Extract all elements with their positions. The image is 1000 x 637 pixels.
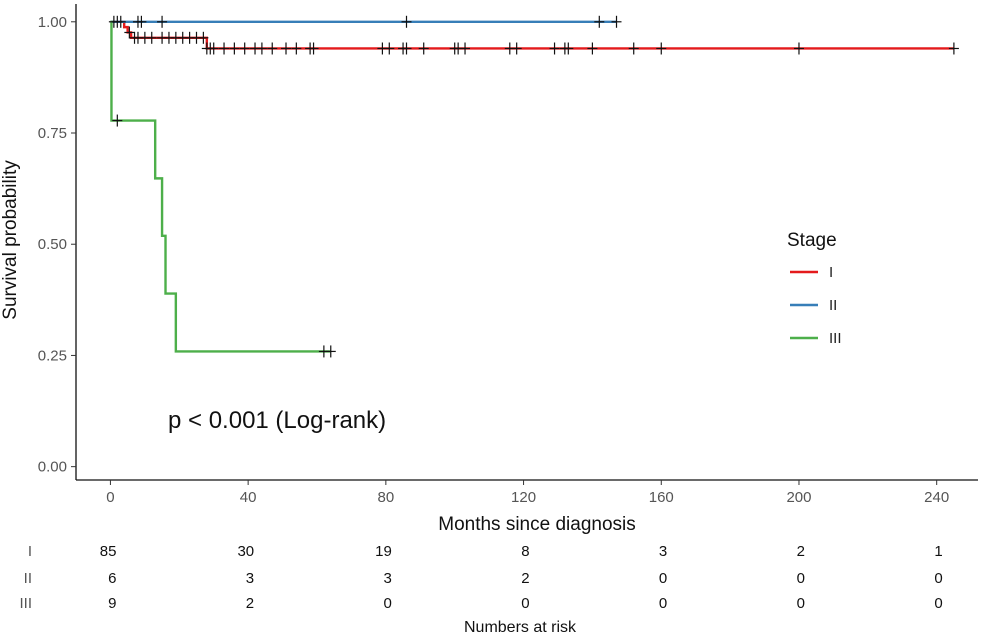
legend-title: Stage — [787, 230, 837, 251]
y-axis-title: Survival probability — [0, 160, 21, 320]
risk-count: 0 — [934, 595, 942, 612]
x-tick-label: 0 — [106, 489, 114, 506]
censor-mark — [291, 42, 302, 55]
risk-count: 0 — [384, 595, 392, 612]
censor-mark — [115, 15, 126, 28]
censor-mark — [267, 42, 278, 55]
censor-mark — [124, 26, 135, 39]
censor-mark — [793, 42, 804, 55]
risk-count: 8 — [521, 543, 529, 560]
curve-stage-iii — [110, 20, 331, 353]
censor-mark — [418, 42, 429, 55]
risk-row-label: III — [19, 595, 32, 612]
risk-count: 0 — [934, 570, 942, 587]
risk-row-label: II — [24, 570, 32, 587]
x-ticks: 0 40 80 120 160 200 240 — [106, 480, 949, 506]
risk-count: 2 — [246, 595, 254, 612]
censor-mark — [656, 42, 667, 55]
legend-label-iii: III — [829, 330, 842, 347]
risk-count: 0 — [659, 570, 667, 587]
censor-mark — [401, 15, 412, 28]
risk-count: 2 — [521, 570, 529, 587]
survival-curves — [110, 20, 954, 353]
x-tick-label: 120 — [511, 489, 536, 506]
risk-count: 0 — [659, 595, 667, 612]
risk-count: 2 — [797, 543, 805, 560]
censor-mark — [157, 15, 168, 28]
censor-mark — [511, 42, 522, 55]
x-tick-label: 80 — [378, 489, 395, 506]
censor-mark — [219, 42, 230, 55]
censor-mark — [563, 42, 574, 55]
y-ticks: 0.00 0.25 0.50 0.75 1.00 — [38, 14, 76, 476]
p-value-annotation: p < 0.001 (Log-rank) — [168, 407, 386, 434]
risk-count: 0 — [797, 595, 805, 612]
censor-mark — [628, 42, 639, 55]
risk-count: 3 — [246, 570, 254, 587]
risk-count: 0 — [521, 595, 529, 612]
risk-count: 0 — [797, 570, 805, 587]
censor-mark — [281, 42, 292, 55]
x-tick-label: 200 — [786, 489, 811, 506]
risk-count: 6 — [108, 570, 116, 587]
censor-mark — [308, 42, 319, 55]
y-tick-label: 0.00 — [38, 459, 67, 476]
censor-mark — [594, 15, 605, 28]
x-tick-label: 40 — [240, 489, 257, 506]
risk-table-title: Numbers at risk — [464, 619, 577, 636]
censor-mark — [460, 42, 471, 55]
censor-mark — [611, 15, 622, 28]
censor-mark — [384, 42, 395, 55]
x-tick-label: 240 — [924, 489, 949, 506]
y-tick-label: 0.75 — [38, 125, 67, 142]
y-tick-label: 0.25 — [38, 347, 67, 364]
censor-mark — [208, 42, 219, 55]
censor-mark — [198, 31, 209, 44]
x-axis-title: Months since diagnosis — [438, 514, 636, 535]
y-tick-label: 0.50 — [38, 236, 67, 253]
censor-mark — [229, 42, 240, 55]
censor-marks — [108, 15, 959, 358]
risk-table: Numbers at risk I 85 30 19 8 3 2 1 II 6 3 3 2 0 0 0 III 9… — [19, 543, 942, 636]
censor-mark — [325, 345, 336, 358]
censor-mark — [136, 15, 147, 28]
censor-mark — [401, 42, 412, 55]
curve-stage-i — [110, 20, 954, 50]
censor-mark — [239, 42, 250, 55]
risk-count: 3 — [659, 543, 667, 560]
risk-count: 19 — [375, 543, 392, 560]
risk-count: 85 — [100, 543, 117, 560]
censor-mark — [256, 42, 267, 55]
legend-label-ii: II — [829, 297, 837, 314]
axes — [75, 4, 978, 481]
risk-count: 3 — [384, 570, 392, 587]
censor-mark — [146, 31, 157, 44]
risk-count: 9 — [108, 595, 116, 612]
censor-mark — [112, 114, 123, 127]
risk-count: 1 — [934, 543, 942, 560]
censor-mark — [549, 42, 560, 55]
censor-mark — [587, 42, 598, 55]
legend-label-i: I — [829, 264, 833, 281]
risk-count: 30 — [237, 543, 254, 560]
censor-mark — [948, 42, 959, 55]
x-tick-label: 160 — [649, 489, 674, 506]
y-tick-label: 1.00 — [38, 14, 67, 31]
risk-row-label: I — [28, 543, 32, 560]
